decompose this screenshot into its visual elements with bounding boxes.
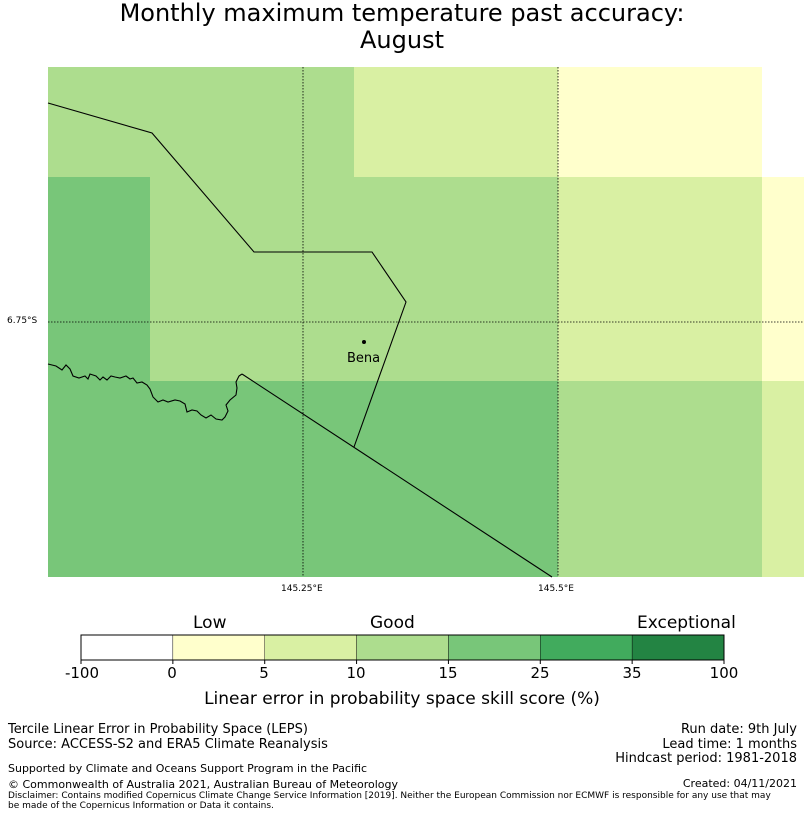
colorbar-axis-label: Linear error in probability space skill … [204, 689, 600, 709]
category-low: Low [193, 613, 227, 633]
colorbar-tick-label: -100 [64, 664, 100, 682]
graticule [48, 67, 804, 577]
footer-run-date: Run date: 9th July [680, 722, 797, 737]
grid-cell [558, 67, 762, 177]
footer-source: Source: ACCESS-S2 and ERA5 Climate Reana… [8, 737, 328, 752]
longitude-label-2: 145.5°E [538, 584, 574, 594]
footer-disclaimer-1: Disclaimer: Contains modified Copernicus… [8, 791, 771, 801]
footer-hindcast: Hindcast period: 1981-2018 [615, 751, 797, 766]
map-title-line-1: Monthly maximum temperature past accurac… [119, 0, 685, 27]
colorbar-tick-label: 100 [709, 664, 739, 682]
colorbar-tick-label: 35 [622, 664, 642, 682]
grid-cell [558, 177, 762, 381]
latitude-label: 6.75°S [7, 316, 38, 326]
footer-copyright: © Commonwealth of Australia 2021, Austra… [8, 778, 398, 791]
grid-cell [762, 381, 804, 577]
map-title-line-2: August [360, 26, 444, 54]
grid-cell [48, 177, 150, 381]
colorbar [80, 634, 725, 664]
river-line [47, 363, 243, 421]
category-good: Good [370, 613, 415, 633]
colorbar-frame [80, 634, 725, 661]
boundary-line [47, 102, 407, 448]
bena-marker [362, 340, 366, 344]
colorbar-tick-label: 0 [167, 664, 177, 682]
colorbar-tick-label: 5 [259, 664, 269, 682]
province-boundaries [47, 102, 553, 578]
grid-cell [150, 177, 558, 381]
colorbar-segment [264, 634, 357, 661]
colorbar-segment [172, 634, 265, 661]
colorbar-segment [356, 634, 449, 661]
colorbar-segment [80, 634, 174, 661]
category-exceptional: Exceptional [637, 613, 736, 633]
footer-disclaimer-2: be made of the Copernicus Information or… [8, 801, 274, 811]
place-label-bena: Bena [347, 351, 381, 366]
grid-cell [354, 67, 558, 177]
boundary-line [241, 373, 553, 578]
colorbar-segment [631, 634, 725, 661]
grid-cell [558, 381, 762, 577]
grid-cell [762, 177, 804, 381]
footer-created: Created: 04/11/2021 [682, 777, 797, 790]
longitude-label-1: 145.25°E [281, 584, 323, 594]
footer-support: Supported by Climate and Oceans Support … [8, 762, 368, 775]
colorbar-tick-label: 15 [438, 664, 458, 682]
colorbar-segment [540, 634, 633, 661]
grid-cell [48, 67, 354, 177]
footer-method: Tercile Linear Error in Probability Spac… [8, 722, 308, 737]
colorbar-segment [448, 634, 541, 661]
footer-lead-time: Lead time: 1 months [662, 737, 797, 752]
colorbar-tick-label: 10 [346, 664, 366, 682]
colorbar-tick-label: 25 [530, 664, 550, 682]
